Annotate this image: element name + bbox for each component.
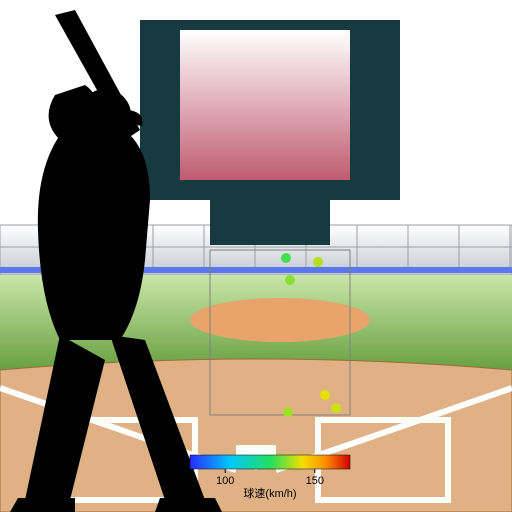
pitch-marker — [283, 407, 293, 417]
scoreboard-pillar — [210, 200, 330, 245]
pitch-marker — [331, 403, 341, 413]
legend-tick-label: 100 — [216, 475, 234, 487]
pitchers-mound — [190, 298, 370, 342]
scoreboard-screen — [180, 30, 350, 180]
pitch-marker — [320, 390, 330, 400]
pitch-location-chart: 100 150 球速(km/h) — [0, 0, 512, 512]
legend-tick-label: 150 — [306, 475, 324, 487]
pitch-marker — [281, 253, 291, 263]
chart-svg: 100 150 球速(km/h) — [0, 0, 512, 512]
pitch-marker — [285, 275, 295, 285]
legend-axis-label: 球速(km/h) — [243, 486, 296, 500]
pitch-marker — [313, 257, 323, 267]
